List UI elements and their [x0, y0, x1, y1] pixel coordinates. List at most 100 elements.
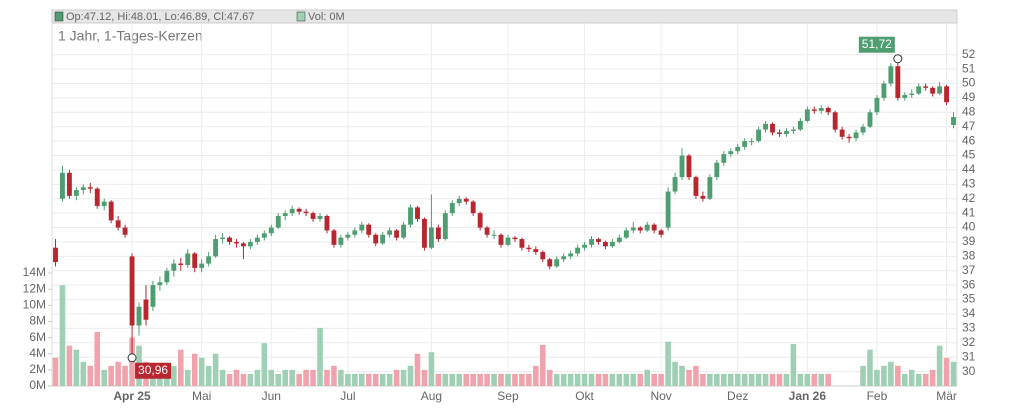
volume-bar [191, 353, 198, 386]
volume-bar [414, 353, 421, 386]
candle-body [408, 207, 413, 225]
y-tick-label: 30 [962, 364, 976, 378]
volume-bar [268, 369, 275, 386]
candle-body [763, 123, 768, 130]
volume-bar [296, 373, 302, 386]
candle-body [909, 93, 915, 96]
candle-body [707, 177, 713, 199]
volume-bar [386, 373, 393, 386]
volume-bar [588, 373, 595, 386]
volume-bar [331, 365, 337, 386]
candle-body [533, 249, 539, 253]
candle-body [637, 227, 643, 231]
candle-body [387, 230, 393, 235]
volume-bar [623, 373, 630, 386]
volume-bar [338, 369, 344, 386]
legend-swatch [54, 11, 64, 22]
y-tick-label: 40 [962, 220, 976, 234]
volume-bar [686, 369, 692, 386]
volume-bar [66, 345, 73, 386]
y-tick-label: 50 [962, 76, 976, 90]
volume-bar [637, 373, 644, 386]
volume-bar [400, 369, 407, 386]
candle-body [916, 86, 922, 94]
volume-bar [651, 373, 657, 386]
volume-bar [379, 373, 386, 386]
y-tick-label: 44 [962, 162, 976, 176]
candle-body [498, 234, 504, 245]
candle-body [728, 151, 734, 155]
volume-bar [240, 373, 247, 386]
x-tick-label: Aug [421, 389, 442, 403]
candle-body [206, 256, 212, 264]
candle-body [554, 259, 560, 267]
candle-body [220, 237, 225, 240]
candle-body [589, 239, 594, 245]
candle-body [582, 244, 587, 248]
volume-bar [289, 369, 295, 386]
volume-bar [755, 373, 762, 386]
x-tick-label: Apr 25 [113, 389, 151, 403]
y-tick-label: 32 [962, 335, 976, 349]
candle-body [275, 216, 281, 228]
volume-bar [915, 373, 922, 386]
y-tick-label: 33 [962, 321, 976, 335]
volume-bar [178, 349, 184, 386]
candle-body [839, 129, 845, 137]
candle-body [811, 109, 817, 111]
volume-bar [783, 373, 790, 386]
candle-body [616, 237, 622, 242]
volume-bar [324, 369, 330, 386]
y-tick-label: 42 [962, 191, 976, 205]
volume-bar [171, 365, 177, 386]
y2-tick-label: 6M [29, 330, 46, 344]
candle-body [491, 234, 497, 236]
candle-body [352, 230, 358, 235]
candle-body [171, 263, 177, 271]
volume-bar [533, 365, 539, 386]
volume-bar [553, 373, 560, 386]
candle-body [87, 187, 93, 189]
volume-bar [727, 373, 734, 386]
candle-body [749, 141, 755, 143]
candle-body [80, 187, 86, 191]
candle-body [185, 253, 191, 265]
candle-body [609, 241, 615, 247]
candle-body [665, 191, 671, 228]
volume-bar [428, 352, 435, 386]
chart-title: 1 Jahr, 1-Tages-Kerzen [58, 28, 203, 44]
candle-body [317, 216, 323, 219]
candle-body [178, 263, 184, 265]
volume-bar [226, 373, 233, 386]
volume-bar [936, 345, 943, 386]
volume-bar [205, 365, 212, 386]
candle-body [380, 234, 386, 244]
candle-body [456, 198, 462, 204]
candle-body [282, 213, 288, 217]
volume-bar [505, 373, 511, 386]
candle-body [261, 233, 267, 238]
volume-bar [922, 373, 929, 386]
candle-body [867, 112, 873, 127]
candle-body [164, 270, 170, 283]
candle-body [547, 259, 553, 267]
volume-bar [546, 369, 553, 386]
max-marker [893, 54, 903, 64]
candle-body [108, 201, 114, 221]
candle-body [895, 66, 901, 98]
y2-tick-label: 12M [23, 281, 46, 295]
volume-bar [672, 361, 678, 386]
candle-body [53, 247, 58, 263]
y2-tick-label: 14M [23, 265, 46, 279]
volume-bar [721, 373, 727, 386]
volume-bar [929, 369, 936, 386]
candle-body [136, 306, 142, 326]
candle-body [561, 256, 567, 260]
x-tick-label: Jun [262, 389, 281, 403]
candle-body [797, 120, 803, 130]
candle-body [303, 211, 309, 214]
candle-body [442, 213, 448, 240]
volume-bar [80, 361, 87, 386]
volume-bar [581, 373, 588, 386]
legend-ohlc: Op:47.12, Hi:48.01, Lo:46.89, Cl:47.67 [66, 11, 254, 23]
